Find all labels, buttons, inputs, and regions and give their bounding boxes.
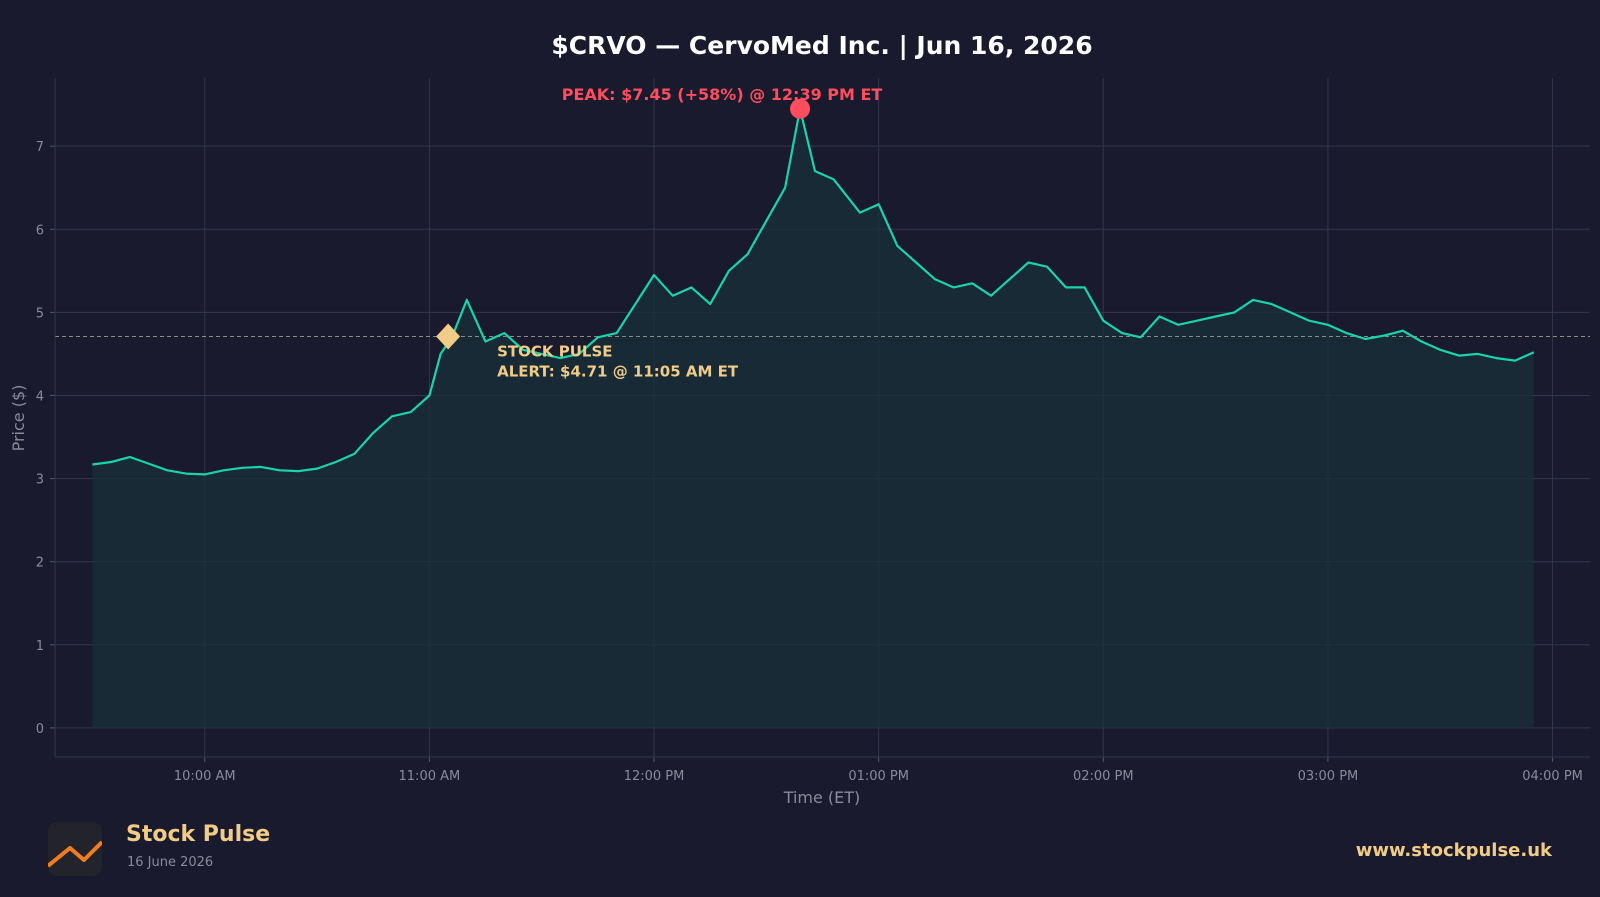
brand-name: Stock Pulse	[126, 822, 271, 847]
y-tick-label: 4	[36, 389, 44, 404]
alert-marker	[436, 323, 461, 350]
x-tick-label: 04:00 PM	[1522, 769, 1583, 784]
price-area	[92, 108, 1534, 728]
annotations: STOCK PULSE ALERT: $4.71 @ 11:05 AM ET PEA…	[436, 85, 883, 380]
x-tick-label: 03:00 PM	[1298, 769, 1359, 784]
y-tick-label: 6	[36, 223, 44, 238]
y-tick-label: 5	[36, 306, 44, 321]
stock-pulse-logo	[48, 822, 102, 876]
y-tick-label: 7	[36, 140, 44, 155]
trend-icon	[48, 840, 102, 868]
alert-label-line2: ALERT: $4.71 @ 11:05 AM ET	[497, 362, 739, 380]
x-tick-label: 01:00 PM	[848, 769, 909, 784]
x-axis-label: Time (ET)	[783, 788, 861, 807]
footer-date: 16 June 2026	[127, 855, 214, 870]
y-tick-label: 3	[36, 473, 44, 488]
y-tick-label: 0	[36, 722, 44, 737]
y-axis-label: Price ($)	[9, 385, 28, 452]
peak-marker	[790, 98, 811, 119]
x-tick-label: 12:00 PM	[624, 769, 685, 784]
chart-title: $CRVO — CervoMed Inc. | Jun 16, 2026	[551, 31, 1092, 60]
peak-label: PEAK: $7.45 (+58%) @ 12:39 PM ET	[562, 85, 883, 104]
axes: 0 1 2 3 4 5 6 7 10:00 AM 11:00 AM 12:00 PM 01:00 PM…	[36, 78, 1590, 784]
website-link[interactable]: www.stockpulse.uk	[1355, 840, 1552, 861]
y-tick-label: 2	[36, 556, 44, 571]
x-tick-label: 10:00 AM	[174, 769, 236, 784]
alert-label-line1: STOCK PULSE	[497, 342, 612, 360]
area-fill	[92, 108, 1534, 728]
x-tick-label: 02:00 PM	[1073, 769, 1134, 784]
y-tick-label: 1	[36, 639, 44, 654]
x-tick-label: 11:00 AM	[399, 769, 461, 784]
